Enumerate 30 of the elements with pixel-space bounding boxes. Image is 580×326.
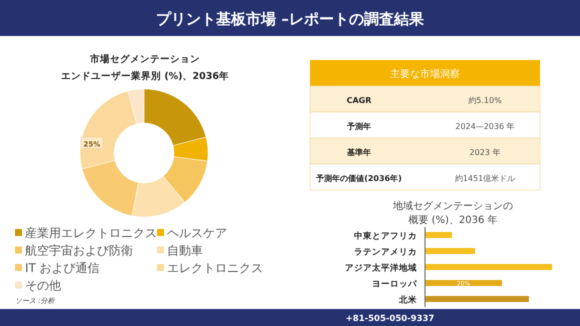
y-tick-label: ヨーロッパ — [372, 280, 418, 290]
text: 主要な市場洞察 — [390, 68, 460, 80]
bar — [425, 296, 529, 302]
y-tick-label: 北米 — [398, 294, 418, 306]
chart-subtitle: 市場セグメンテーションエンドユーザー業界別 (%)、2036年 — [61, 53, 229, 82]
text: 約5.10% — [468, 96, 502, 105]
bar — [425, 232, 452, 238]
text: 2023 年 — [470, 148, 500, 157]
text: 2024—2036 年 — [455, 122, 515, 131]
text: 予測年の価値(2036年) — [315, 174, 402, 183]
legend-label: 産業用エレクトロニクス — [25, 226, 157, 240]
text: 予測年 — [346, 122, 371, 131]
text: +81-505-050-9337 — [346, 314, 434, 324]
text: 約1451億米ドル — [454, 174, 516, 183]
legend-label: 航空宇宙および防衛 — [25, 244, 133, 258]
bar — [425, 248, 476, 254]
y-tick-label: アジア太平洋地域 — [345, 262, 417, 274]
chart-title: 地域セグメンテーションの概要 (%)、2036 年 — [392, 200, 513, 226]
legend-label: その他 — [25, 278, 61, 292]
legend-label: ヘルスケア — [167, 226, 227, 240]
text: CAGR — [346, 96, 372, 105]
legend-label: 自動車 — [167, 244, 203, 258]
legend-label: IT および通信 — [25, 261, 100, 275]
bar — [425, 280, 502, 286]
bar — [425, 264, 552, 270]
y-tick-label: ラテンアメリカ — [354, 248, 417, 258]
legend-label: エレクトロニクス — [167, 261, 263, 275]
y-tick-label: 中東とアフリカ — [354, 230, 417, 242]
chart-title: プリント基板市場 –レポートの調査結果 — [156, 10, 425, 28]
text: 基準年 — [346, 148, 371, 157]
